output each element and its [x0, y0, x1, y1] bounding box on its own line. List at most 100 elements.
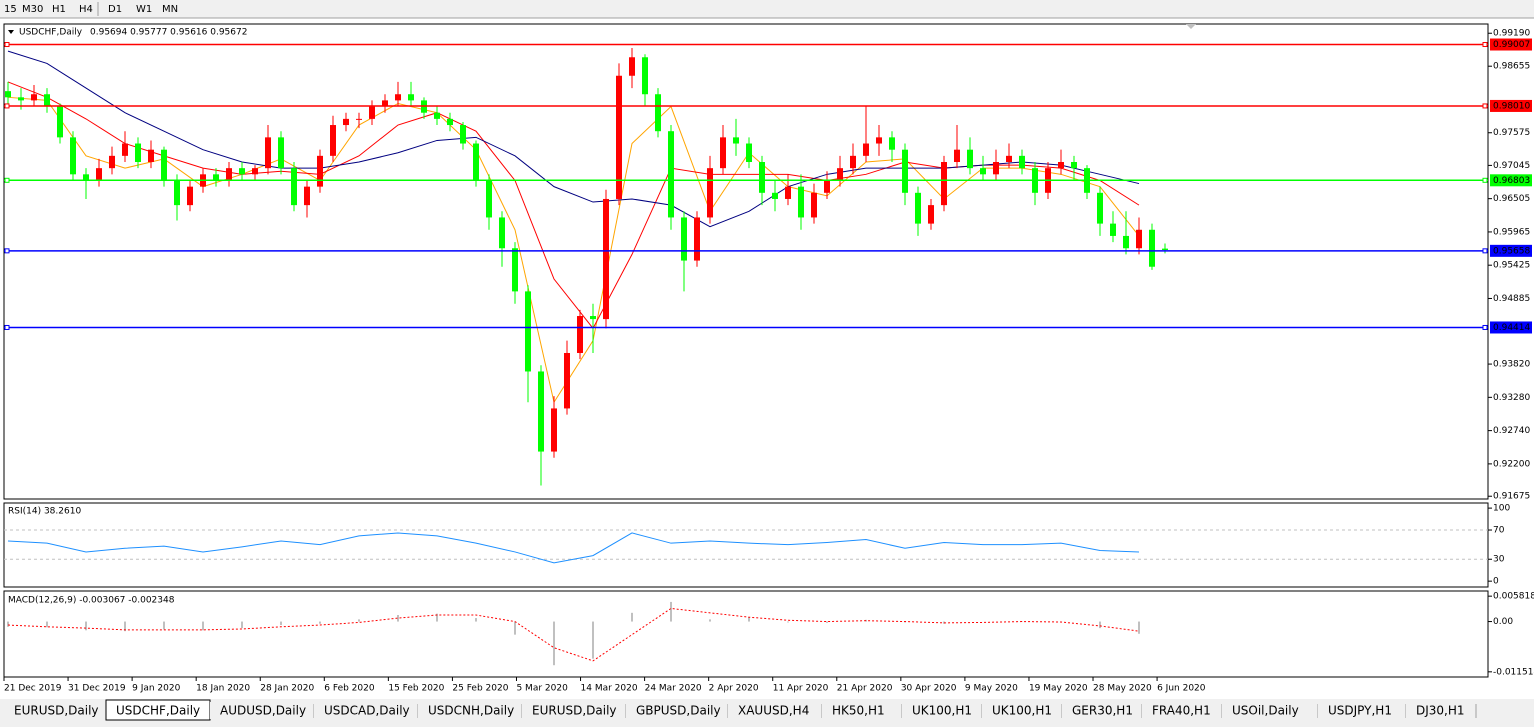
candle-body [668, 131, 674, 218]
level-handle[interactable] [4, 177, 10, 183]
x-tick-label: 30 Apr 2020 [901, 684, 957, 694]
tab[interactable] [822, 702, 902, 719]
rsi-title: RSI(14) 38.2610 [8, 507, 81, 517]
candle-body [408, 94, 414, 101]
level-label-box [1490, 244, 1532, 257]
candle-body [1019, 155, 1025, 169]
level-label: 0.99007 [1493, 40, 1530, 50]
y-tick-label: 0.94885 [1493, 294, 1530, 304]
timeframe-button[interactable]: H1 [52, 4, 66, 15]
tab[interactable] [728, 702, 822, 719]
tab-label[interactable]: XAUUSD,H4 [738, 704, 809, 718]
timeframe-button[interactable]: W1 [136, 4, 152, 15]
rsi-panel [3, 502, 1489, 588]
tab-label[interactable]: USOil,Daily [1232, 704, 1299, 718]
x-tick-label: 21 Apr 2020 [837, 684, 893, 694]
tab-label[interactable]: DJ30,H1 [1416, 704, 1465, 718]
tab[interactable] [1222, 702, 1318, 719]
x-tick-label: 5 Mar 2020 [516, 684, 568, 694]
x-tick-label: 28 May 2020 [1093, 684, 1152, 694]
y-tick-label: 0.96505 [1493, 194, 1530, 204]
tab[interactable] [1318, 702, 1406, 719]
candle-body [317, 155, 323, 187]
candle-body [564, 352, 570, 409]
timeframe-button[interactable]: 15 [4, 4, 17, 15]
candle-body [954, 149, 960, 163]
candle-body [980, 168, 986, 175]
tab[interactable] [314, 702, 418, 719]
x-tick-label: 11 Apr 2020 [773, 684, 829, 694]
candle-body [1097, 192, 1103, 224]
y-tick-label: 30 [1493, 555, 1505, 565]
candle-body [642, 57, 648, 95]
tab[interactable] [1142, 702, 1222, 719]
timeframe-button[interactable]: D1 [108, 4, 122, 15]
tab[interactable] [522, 702, 626, 719]
y-tick-label: 0.91675 [1493, 492, 1530, 502]
level-handle[interactable] [4, 324, 10, 330]
timeframe-button[interactable]: H4 [79, 4, 93, 15]
candle-body [876, 137, 882, 144]
candle-body [785, 186, 791, 199]
candle-body [967, 149, 973, 169]
macd-panel [3, 590, 1489, 678]
level-handle[interactable] [1482, 248, 1488, 254]
timeframe-button[interactable]: M30 [22, 4, 43, 15]
tab[interactable] [1406, 702, 1476, 719]
candle-body [252, 168, 258, 175]
tab[interactable] [418, 702, 522, 719]
tab-label[interactable]: EURUSD,Daily [14, 704, 99, 718]
level-handle[interactable] [4, 248, 10, 254]
tab-label[interactable]: FRA40,H1 [1152, 704, 1211, 718]
toolbar [0, 0, 1534, 18]
tab-label[interactable]: EURUSD,Daily [532, 704, 617, 718]
tab[interactable] [626, 702, 728, 719]
timeframe-button[interactable]: MN [162, 4, 178, 15]
candle-body [226, 168, 232, 181]
tab-label[interactable]: USDCAD,Daily [324, 704, 410, 718]
candle-body [148, 149, 154, 163]
y-tick-label: 0.98655 [1493, 62, 1530, 72]
tab[interactable] [4, 702, 106, 719]
level-label: 0.95658 [1493, 246, 1530, 256]
candle-body [629, 57, 635, 76]
tab-label[interactable]: USDCNH,Daily [428, 704, 514, 718]
candle-body [499, 217, 505, 249]
tab-label[interactable]: AUDUSD,Daily [220, 704, 306, 718]
tab[interactable] [982, 702, 1062, 719]
y-tick-label: 0.97045 [1493, 161, 1530, 171]
candle-body [369, 106, 375, 119]
candle-body [1136, 229, 1142, 249]
tab-label[interactable]: UK100,H1 [992, 704, 1052, 718]
x-tick-label: 18 Jan 2020 [196, 684, 250, 694]
tab[interactable] [210, 702, 314, 719]
candle-body [746, 143, 752, 163]
candle-body [135, 143, 141, 163]
candle-body [1123, 235, 1129, 249]
candle-body [889, 137, 895, 150]
candle-body [681, 217, 687, 261]
y-tick-label: 0 [1493, 577, 1499, 587]
candle-body [811, 192, 817, 218]
level-handle[interactable] [1482, 324, 1488, 330]
candle-body [382, 100, 388, 107]
level-handle[interactable] [1482, 103, 1488, 109]
tab[interactable] [902, 702, 982, 719]
x-tick-label: 21 Dec 2019 [4, 684, 62, 694]
tab[interactable] [1062, 702, 1142, 719]
candle-body [928, 205, 934, 224]
candle-body [473, 143, 479, 181]
tab-label[interactable]: USDCHF,Daily [116, 704, 200, 718]
y-tick-label: 70 [1493, 526, 1505, 536]
menu-arrow[interactable] [8, 30, 14, 34]
level-handle[interactable] [4, 103, 10, 109]
tab-label[interactable]: GBPUSD,Daily [636, 704, 721, 718]
candle-body [577, 316, 583, 353]
tab-label[interactable]: USDJPY,H1 [1328, 704, 1392, 718]
tab-label[interactable]: HK50,H1 [832, 704, 885, 718]
level-handle[interactable] [1482, 42, 1488, 48]
tab-label[interactable]: UK100,H1 [912, 704, 972, 718]
tab-label[interactable]: GER30,H1 [1072, 704, 1133, 718]
level-handle[interactable] [1482, 177, 1488, 183]
level-handle[interactable] [4, 42, 10, 48]
